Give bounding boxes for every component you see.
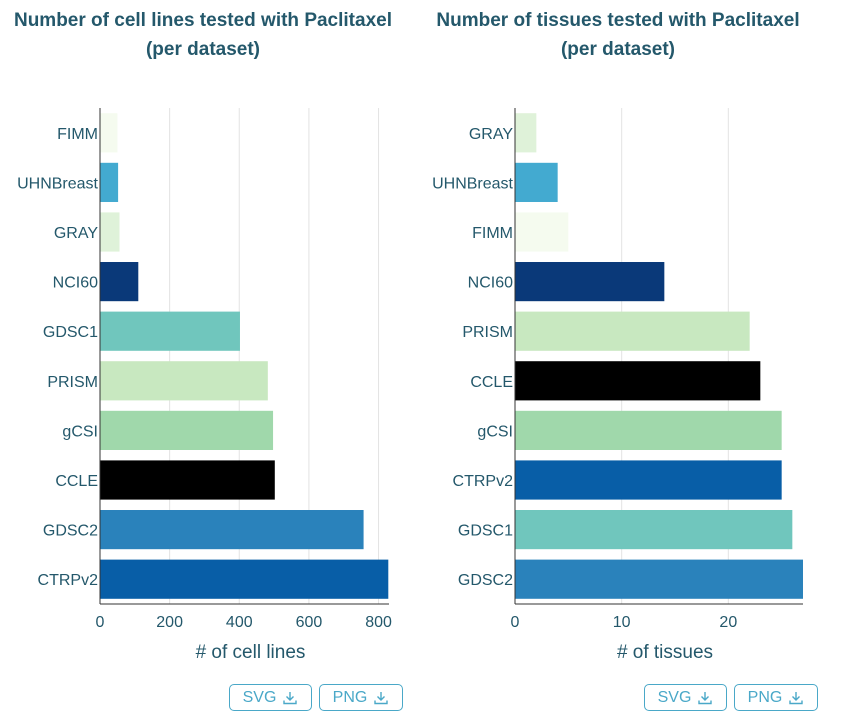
svg-download-label: SVG bbox=[242, 688, 277, 706]
x-tick-label: 200 bbox=[156, 614, 183, 631]
bar-gray[interactable] bbox=[100, 212, 120, 252]
x-tick-label: 10 bbox=[613, 614, 631, 631]
download-icon bbox=[374, 691, 389, 704]
bar-gcsi[interactable] bbox=[515, 410, 782, 450]
y-tick-label: GDSC2 bbox=[43, 523, 98, 540]
bar-fimm[interactable] bbox=[100, 113, 118, 153]
svg-download-button[interactable]: SVG bbox=[229, 684, 312, 711]
png-download-label: PNG bbox=[332, 688, 368, 706]
x-tick-label: 0 bbox=[511, 614, 520, 631]
bar-ccle[interactable] bbox=[100, 460, 275, 500]
y-tick-label: PRISM bbox=[47, 374, 98, 391]
bar-gdsc2[interactable] bbox=[515, 559, 803, 599]
y-tick-label: GDSC2 bbox=[458, 572, 513, 589]
svg-download-label: SVG bbox=[657, 688, 692, 706]
x-axis-label: # of cell lines bbox=[196, 642, 306, 663]
y-tick-label: PRISM bbox=[462, 324, 513, 341]
x-tick-label: 0 bbox=[96, 614, 105, 631]
y-tick-label: GDSC1 bbox=[458, 523, 513, 540]
cell-lines-bar-chart: 0 200 400 600 800 FIMM UHNBreast GRAY NCI60 GDSC1… bbox=[17, 108, 392, 663]
download-icon bbox=[283, 691, 298, 704]
svg-download-button[interactable]: SVG bbox=[644, 684, 727, 711]
tissues-chart-panel: Number of tissues tested with Paclitaxel… bbox=[415, 0, 839, 722]
bar-fimm[interactable] bbox=[515, 212, 569, 252]
chart-title-line-2: (per dataset) bbox=[560, 39, 676, 60]
bar-uhnbreast[interactable] bbox=[100, 162, 119, 202]
y-tick-label: NCI60 bbox=[53, 275, 98, 292]
chart-title-line-1: Number of tissues tested with Paclitaxel bbox=[436, 10, 800, 31]
y-tick-label: gCSI bbox=[62, 423, 98, 440]
y-tick-label: CTRPv2 bbox=[38, 572, 99, 589]
bar-ctrpv2[interactable] bbox=[515, 460, 782, 500]
chart-title: Number of tissues tested with Paclitaxel… bbox=[415, 6, 821, 64]
y-tick-label: GDSC1 bbox=[43, 324, 98, 341]
bar-gdsc1[interactable] bbox=[100, 311, 240, 351]
bar-nci60[interactable] bbox=[100, 262, 139, 302]
cell-lines-chart-panel: Number of cell lines tested with Paclita… bbox=[0, 6, 406, 711]
download-icon bbox=[698, 691, 713, 704]
x-tick-label: 400 bbox=[226, 614, 253, 631]
y-tick-label: gCSI bbox=[477, 423, 513, 440]
y-tick-label: UHNBreast bbox=[17, 175, 98, 192]
png-download-button[interactable]: PNG bbox=[734, 684, 818, 711]
bar-nci60[interactable] bbox=[515, 262, 665, 302]
y-tick-label: NCI60 bbox=[468, 275, 513, 292]
y-tick-label: CTRPv2 bbox=[453, 473, 514, 490]
bar-ctrpv2[interactable] bbox=[100, 559, 389, 599]
tissues-bar-chart: 0 10 20 GRAY UHNBreast FIMM NCI60 PRISM CCLE gCSI… bbox=[432, 108, 803, 663]
y-tick-label: CCLE bbox=[55, 473, 98, 490]
x-axis-label: # of tissues bbox=[617, 642, 713, 663]
chart-title-line-2: (per dataset) bbox=[145, 39, 261, 60]
y-tick-label: FIMM bbox=[472, 225, 513, 242]
x-tick-label: 800 bbox=[365, 614, 392, 631]
bar-gdsc1[interactable] bbox=[515, 510, 793, 550]
bar-ccle[interactable] bbox=[515, 361, 761, 401]
png-download-label: PNG bbox=[747, 688, 783, 706]
y-tick-label: FIMM bbox=[57, 126, 98, 143]
x-tick-label: 20 bbox=[719, 614, 737, 631]
y-tick-label: UHNBreast bbox=[432, 175, 513, 192]
chart-title-line-1: Number of cell lines tested with Paclita… bbox=[13, 10, 392, 31]
bar-gray[interactable] bbox=[515, 113, 537, 153]
bar-uhnbreast[interactable] bbox=[515, 162, 558, 202]
chart-title: Number of cell lines tested with Paclita… bbox=[0, 6, 406, 64]
bar-gdsc2[interactable] bbox=[100, 510, 364, 550]
download-icon bbox=[789, 691, 804, 704]
bar-prism[interactable] bbox=[515, 311, 750, 351]
png-download-button[interactable]: PNG bbox=[319, 684, 403, 711]
bar-prism[interactable] bbox=[100, 361, 268, 401]
y-tick-label: GRAY bbox=[54, 225, 98, 242]
y-tick-label: CCLE bbox=[470, 374, 513, 391]
y-tick-label: GRAY bbox=[469, 126, 513, 143]
bar-gcsi[interactable] bbox=[100, 410, 274, 450]
x-tick-label: 600 bbox=[296, 614, 323, 631]
